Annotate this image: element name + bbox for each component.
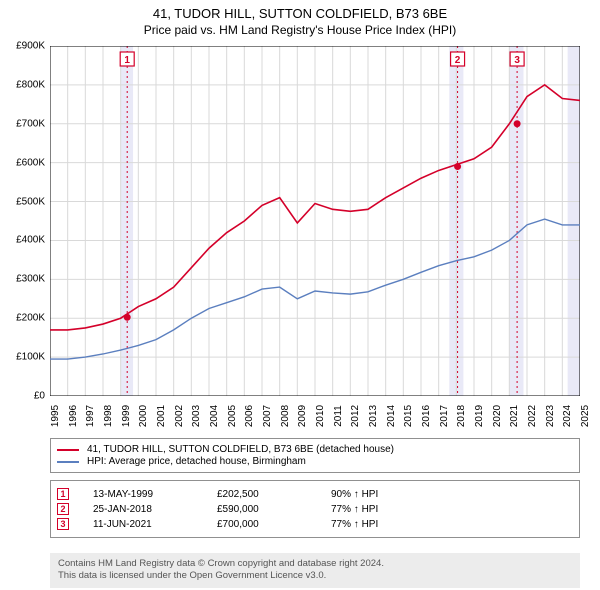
x-tick-label: 2015 [403, 405, 414, 427]
x-tick-label: 2004 [209, 405, 220, 427]
x-tick-label: 2002 [174, 405, 185, 427]
svg-text:3: 3 [514, 55, 520, 66]
transaction-date: 13-MAY-1999 [93, 489, 193, 500]
footer-line1: Contains HM Land Registry data © Crown c… [58, 558, 572, 570]
x-tick-label: 2024 [562, 405, 573, 427]
y-tick-label: £100K [16, 352, 45, 363]
x-tick-label: 2019 [474, 405, 485, 427]
y-tick-label: £200K [16, 313, 45, 324]
transaction-date: 11-JUN-2021 [93, 519, 193, 530]
legend-swatch [57, 461, 79, 463]
x-tick-label: 2023 [545, 405, 556, 427]
x-tick-label: 2009 [297, 405, 308, 427]
x-tick-label: 2025 [580, 405, 591, 427]
x-tick-label: 1998 [103, 405, 114, 427]
transaction-marker: 1 [57, 488, 69, 500]
x-tick-label: 2010 [315, 405, 326, 427]
x-tick-label: 2006 [244, 405, 255, 427]
transaction-price: £700,000 [217, 519, 307, 530]
transaction-row: 1 13-MAY-1999 £202,500 90% ↑ HPI [57, 488, 573, 500]
legend-swatch [57, 449, 79, 451]
x-tick-label: 1997 [85, 405, 96, 427]
y-tick-label: £400K [16, 235, 45, 246]
transaction-row: 3 11-JUN-2021 £700,000 77% ↑ HPI [57, 518, 573, 530]
x-tick-label: 2017 [439, 405, 450, 427]
transaction-price: £590,000 [217, 504, 307, 515]
transaction-pct: 90% ↑ HPI [331, 489, 378, 500]
footer-box: Contains HM Land Registry data © Crown c… [50, 553, 580, 588]
x-tick-label: 2022 [527, 405, 538, 427]
legend-label: 41, TUDOR HILL, SUTTON COLDFIELD, B73 6B… [87, 444, 394, 455]
y-tick-label: £500K [16, 196, 45, 207]
transaction-date: 25-JAN-2018 [93, 504, 193, 515]
transaction-marker: 2 [57, 503, 69, 515]
y-tick-label: £700K [16, 118, 45, 129]
y-tick-label: £900K [16, 41, 45, 52]
legend-label: HPI: Average price, detached house, Birm… [87, 456, 306, 467]
x-tick-label: 2000 [138, 405, 149, 427]
x-tick-label: 1995 [50, 405, 61, 427]
legend-item: HPI: Average price, detached house, Birm… [57, 456, 573, 467]
footer-line2: This data is licensed under the Open Gov… [58, 570, 572, 582]
y-tick-label: £800K [16, 79, 45, 90]
x-tick-label: 2018 [456, 405, 467, 427]
y-tick-label: £300K [16, 274, 45, 285]
svg-text:1: 1 [124, 55, 130, 66]
x-tick-label: 2008 [280, 405, 291, 427]
transaction-pct: 77% ↑ HPI [331, 504, 378, 515]
chart-subtitle: Price paid vs. HM Land Registry's House … [0, 21, 600, 37]
y-tick-label: £600K [16, 157, 45, 168]
x-tick-label: 2005 [227, 405, 238, 427]
transaction-price: £202,500 [217, 489, 307, 500]
svg-text:2: 2 [455, 55, 461, 66]
x-tick-label: 2013 [368, 405, 379, 427]
legend-item: 41, TUDOR HILL, SUTTON COLDFIELD, B73 6B… [57, 444, 573, 455]
x-tick-label: 2003 [191, 405, 202, 427]
x-tick-label: 2016 [421, 405, 432, 427]
x-tick-label: 2020 [492, 405, 503, 427]
chart-title: 41, TUDOR HILL, SUTTON COLDFIELD, B73 6B… [0, 0, 600, 21]
x-tick-label: 2011 [333, 405, 344, 427]
x-tick-label: 2001 [156, 405, 167, 427]
y-tick-label: £0 [34, 391, 45, 402]
transaction-marker: 3 [57, 518, 69, 530]
plot-svg: 1 2 3 [50, 46, 580, 396]
x-tick-label: 1996 [68, 405, 79, 427]
transaction-row: 2 25-JAN-2018 £590,000 77% ↑ HPI [57, 503, 573, 515]
chart-area: 123 £0£100K£200K£300K£400K£500K£600K£700… [50, 46, 580, 396]
legend-box: 41, TUDOR HILL, SUTTON COLDFIELD, B73 6B… [50, 438, 580, 473]
transaction-pct: 77% ↑ HPI [331, 519, 378, 530]
chart-container: 41, TUDOR HILL, SUTTON COLDFIELD, B73 6B… [0, 0, 600, 590]
x-tick-label: 2012 [350, 405, 361, 427]
x-tick-label: 2021 [509, 405, 520, 427]
x-tick-label: 2014 [386, 405, 397, 427]
x-tick-label: 2007 [262, 405, 273, 427]
x-tick-label: 1999 [121, 405, 132, 427]
transactions-box: 1 13-MAY-1999 £202,500 90% ↑ HPI 2 25-JAN-201… [50, 480, 580, 538]
